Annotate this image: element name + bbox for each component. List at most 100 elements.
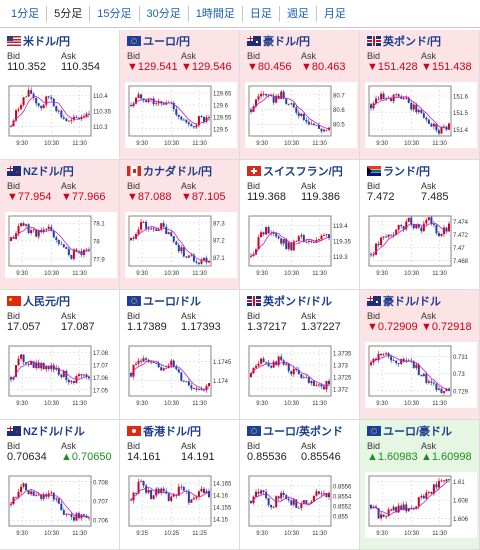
candle-body: [190, 254, 193, 256]
pair-name[interactable]: 英ポンド/円: [383, 36, 442, 48]
price-chart[interactable]: 1.3735 1.373 1.3725 1.372 9:30 10:30 11:30: [245, 342, 357, 408]
candle-body: [448, 388, 450, 391]
pair-name[interactable]: ユーロ/英ポンド: [263, 426, 344, 438]
price-chart[interactable]: 0.8556 0.8554 0.8552 0.855 9:30 10:30 11:30: [245, 472, 357, 538]
price-chart[interactable]: 80.7 80.6 80.5 9:30 10:30 11:30: [245, 82, 357, 148]
pair-title[interactable]: 豪ドル/ドル: [367, 294, 441, 308]
pair-name[interactable]: NZドル/ドル: [23, 426, 85, 438]
candle-body: [20, 354, 23, 359]
rate-card[interactable]: ランド/円 Bid Ask 7.472 7.485 7.474 7.472 7.47 7.468…: [360, 160, 480, 290]
pair-name[interactable]: ユーロ/豪ドル: [383, 426, 453, 438]
price-chart[interactable]: 7.474 7.472 7.47 7.468 9:30 10:30 11:30: [365, 212, 477, 278]
y-tick-label: 151.5: [453, 111, 469, 117]
tab-2[interactable]: 15分足: [89, 5, 138, 22]
candle-body: [262, 93, 265, 95]
candle-body: [397, 505, 400, 513]
pair-title[interactable]: 英ポンド/ドル: [247, 294, 332, 308]
pair-title[interactable]: 米ドル/円: [7, 34, 70, 48]
pair-name[interactable]: 香港ドル/円: [143, 426, 202, 438]
rate-card[interactable]: ユーロ/円 Bid Ask ▼129.541 ▼129.546 129.65 129.6 12…: [120, 30, 240, 160]
tab-3[interactable]: 30分足: [138, 5, 188, 22]
tab-0[interactable]: 1分足: [11, 7, 40, 20]
tab-4[interactable]: 1時間足: [187, 5, 242, 22]
pair-title[interactable]: ユーロ/ドル: [127, 294, 201, 308]
rate-card[interactable]: ユーロ/ドル Bid Ask 1.17389 1.17393 1.1745 1.174 9:3…: [120, 290, 240, 420]
candle-body: [377, 243, 380, 246]
candle-body: [300, 235, 303, 237]
pair-title[interactable]: 香港ドル/円: [127, 424, 201, 438]
rate-card[interactable]: 英ポンド/ドル Bid Ask 1.37217 1.37227 1.3735 1.373 1.…: [240, 290, 360, 420]
pair-title[interactable]: ユーロ/円: [127, 34, 190, 48]
price-chart[interactable]: 0.731 0.73 0.729 9:30 10:30 11:30: [365, 342, 477, 408]
price-chart[interactable]: 78.1 78 77.9 9:30 10:30 11:30: [5, 212, 117, 278]
candle-body: [300, 503, 303, 508]
price-chart[interactable]: 0.708 0.707 0.706 9:30 10:30 11:30: [5, 472, 117, 538]
pair-name[interactable]: カナダドル/円: [143, 166, 213, 178]
pair-name[interactable]: 豪ドル/円: [263, 36, 311, 48]
chart-svg: 1.61 1.608 1.606 9:30 10:30 11:30: [368, 475, 469, 537]
tab-7[interactable]: 月足: [315, 5, 353, 22]
pair-title[interactable]: 豪ドル/円: [247, 34, 310, 48]
pair-title[interactable]: NZドル/ドル: [7, 424, 85, 438]
price-chart[interactable]: 1.1745 1.174 9:30 10:30 11:30: [125, 342, 237, 408]
pair-title[interactable]: 人民元/円: [7, 294, 70, 308]
rate-card[interactable]: 英ポンド/円 Bid Ask ▼151.428 ▼151.438 151.6 151.5 15…: [360, 30, 480, 160]
pair-name[interactable]: NZドル/円: [23, 166, 74, 178]
ask-label: Ask: [61, 181, 77, 191]
candle-body: [185, 381, 188, 383]
rate-card[interactable]: ユーロ/豪ドル Bid Ask ▲1.60983 ▲1.60998 1.61 1.608 1.…: [360, 420, 480, 550]
rate-card[interactable]: NZドル/円 Bid Ask ▼77.954 ▼77.966 78.1 78 77.9 9:30…: [0, 160, 120, 290]
tab-1[interactable]: 5分足: [46, 5, 89, 22]
pair-title[interactable]: ランド/円: [367, 164, 430, 178]
pair-title[interactable]: ユーロ/豪ドル: [367, 424, 452, 438]
pair-title[interactable]: スイスフラン/円: [247, 164, 343, 178]
tab-6[interactable]: 週足: [278, 5, 316, 22]
candle-body: [17, 226, 20, 234]
pair-name[interactable]: 英ポンド/ドル: [263, 296, 333, 308]
candle-body: [140, 481, 143, 482]
y-tick-label: 87.2: [213, 239, 225, 245]
pair-name[interactable]: 豪ドル/ドル: [383, 296, 442, 308]
pair-name[interactable]: 米ドル/円: [23, 36, 71, 48]
pair-title[interactable]: カナダドル/円: [127, 164, 212, 178]
pair-name[interactable]: ユーロ/ドル: [143, 296, 202, 308]
rate-card[interactable]: 香港ドル/円 Bid Ask 14.161 14.191 14.165 14.16 14.15…: [120, 420, 240, 550]
pair-title[interactable]: 英ポンド/円: [367, 34, 441, 48]
rate-card[interactable]: カナダドル/円 Bid Ask ▼87.088 ▼87.105 87.3 87.2 87.1 9…: [120, 160, 240, 290]
bid-value: 17.057: [7, 321, 41, 333]
candle-body: [175, 109, 178, 115]
y-tick-label: 14.15: [213, 517, 229, 523]
price-chart[interactable]: 110.4 110.35 110.3 9:30 10:30 11:30: [5, 82, 117, 148]
candle-body: [272, 233, 275, 234]
y-tick-label: 0.707: [93, 500, 109, 506]
rate-card[interactable]: 豪ドル/円 Bid Ask ▼80.456 ▼80.463 80.7 80.6 80.5 9:3…: [240, 30, 360, 160]
bid-value: 14.161: [127, 451, 161, 463]
rate-card[interactable]: 米ドル/円 Bid Ask 110.352 110.354 110.4 110.35 110.…: [0, 30, 120, 160]
pair-title[interactable]: NZドル/円: [7, 164, 74, 178]
price-chart[interactable]: 14.165 14.16 14.155 14.15 9:25 10:25 11:25: [125, 472, 237, 538]
pair-name[interactable]: ユーロ/円: [143, 36, 191, 48]
price-chart[interactable]: 1.61 1.608 1.606 9:30 10:30 11:30: [365, 472, 477, 538]
price-chart[interactable]: 119.4 119.35 119.3 9:30 10:30 11:30: [245, 212, 357, 278]
rate-card[interactable]: NZドル/ドル Bid Ask 0.70634 ▲0.70650 0.708 0.707 0.…: [0, 420, 120, 550]
price-chart[interactable]: 151.6 151.5 151.4 9:30 10:30 11:30: [365, 82, 477, 148]
candle-body: [200, 116, 203, 118]
rate-card[interactable]: スイスフラン/円 Bid Ask 119.368 119.386 119.4 119.35 1…: [240, 160, 360, 290]
price-chart[interactable]: 17.08 17.07 17.06 17.05 9:30 10:30 11:30: [5, 342, 117, 408]
price-chart[interactable]: 129.65 129.6 129.55 129.5 9:30 10:30 11:30: [125, 82, 237, 148]
rate-card[interactable]: 豪ドル/ドル Bid Ask ▼0.72909 ▼0.72918 0.731 0.73 0.7…: [360, 290, 480, 420]
moving-average-line: [370, 355, 450, 391]
nz-flag-icon: [7, 166, 21, 176]
rate-card[interactable]: ユーロ/英ポンド Bid Ask 0.85536 0.85546 0.8556 0.8554…: [240, 420, 360, 550]
candle-body: [88, 113, 90, 115]
candle-body: [192, 388, 195, 390]
rate-card[interactable]: 人民元/円 Bid Ask 17.057 17.087 17.08 17.07 17.06 17…: [0, 290, 120, 420]
pair-name[interactable]: 人民元/円: [23, 296, 71, 308]
price-chart[interactable]: 87.3 87.2 87.1 9:30 10:30 11:30: [125, 212, 237, 278]
pair-name[interactable]: スイスフラン/円: [263, 166, 343, 178]
candle-body: [442, 480, 445, 482]
pair-name[interactable]: ランド/円: [383, 166, 431, 178]
pair-title[interactable]: ユーロ/英ポンド: [247, 424, 343, 438]
gb-flag-icon: [247, 296, 261, 306]
tab-5[interactable]: 日足: [241, 5, 279, 22]
